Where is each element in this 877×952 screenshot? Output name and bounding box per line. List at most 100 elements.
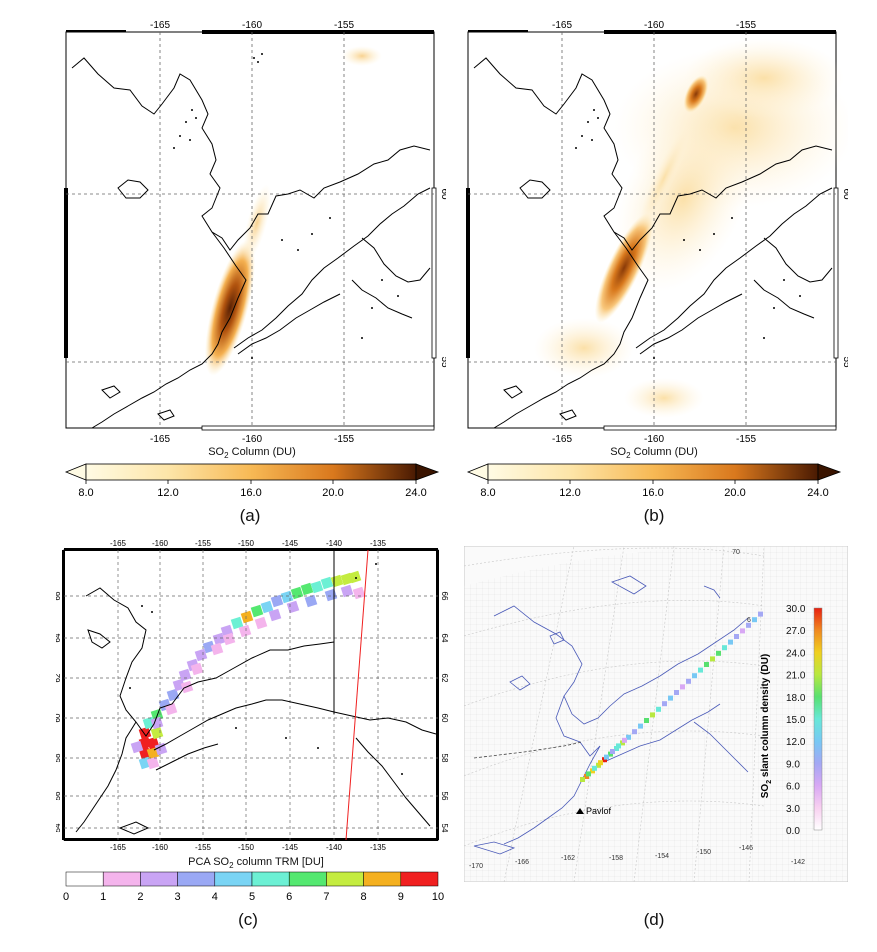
colorbar-tick: 24.0 (786, 648, 806, 659)
orbit-track-line (345, 549, 369, 841)
lon-label: -154 (655, 853, 669, 860)
colorbar-tick: 3 (175, 891, 181, 903)
colorbar-block (288, 871, 327, 887)
top-lon-label: -135 (370, 539, 387, 548)
colorbar-tick: 16.0 (240, 487, 261, 499)
colorbar-tick: 24.0 (405, 487, 426, 499)
colorbar-tick: 12.0 (559, 487, 580, 499)
colorbar-tick: 9 (398, 891, 404, 903)
colorbar-block (102, 871, 141, 887)
lat-label-left: 58 (56, 753, 62, 762)
top-lon-label: -140 (326, 539, 343, 548)
so2-pixel (190, 662, 204, 676)
colorbar-block (214, 871, 253, 887)
colorbar-tick: 1 (100, 891, 106, 903)
so2-pixel (130, 740, 144, 754)
top-lon-label: -165 (150, 20, 170, 31)
so2-pixel (758, 611, 763, 617)
so2-pixel (590, 768, 595, 774)
so2-pixels (130, 570, 366, 770)
colorbar-tick: 8.0 (78, 487, 93, 499)
top-lon-label: -155 (195, 539, 212, 548)
so2-pixel (616, 743, 621, 749)
panel-b: -165 -160 -155 -165 -160 -155 60 55 60 5… (454, 18, 854, 461)
so2-pixel (240, 610, 254, 624)
so2-pixel (722, 645, 727, 651)
panel-a: -165 -160 -155 -165 -160 -155 60 55 60 5… (52, 18, 450, 461)
colorbar-tick: 5 (249, 891, 255, 903)
so2-pixel (270, 594, 284, 608)
so2-pixel (716, 650, 721, 656)
lat-label-left: 62 (56, 673, 62, 682)
bottom-lon-label: -135 (370, 843, 387, 852)
so2-pixel (692, 673, 697, 679)
so2-pixel (178, 668, 192, 682)
so2-pixel (268, 608, 282, 622)
so2-pixel (212, 632, 226, 646)
colorbar-tick: 6.0 (786, 782, 800, 793)
lon-label: -162 (561, 855, 575, 862)
colorbar-tick: 9.0 (786, 759, 800, 770)
panel-b-map: -165 -160 -155 -165 -160 -155 60 55 60 5… (454, 20, 854, 445)
lat-label-left: 60 (62, 188, 63, 200)
bottom-lon-label: -145 (282, 843, 299, 852)
colorbar-block (363, 871, 402, 887)
lat-label-left: 60 (464, 188, 465, 200)
colorbar-title: SO2 slant column density (DU) (760, 654, 773, 798)
colorbar-tick: 0.0 (786, 826, 800, 837)
lon-label: -150 (697, 849, 711, 856)
so2-pixel (352, 586, 366, 600)
so2-plume (204, 240, 256, 376)
colorbar-block (400, 871, 439, 887)
so2-pixel (592, 765, 597, 771)
so2-pixel (146, 756, 160, 770)
bottom-lon-label: -160 (152, 843, 169, 852)
lat-label-right: 55 (439, 356, 446, 368)
bottom-lon-label: -140 (326, 843, 343, 852)
bottom-lon-label: -165 (150, 434, 170, 445)
lon-label: -170 (469, 863, 483, 870)
panel-b-colorbar: 8.0 12.0 16.0 20.0 24.0 (464, 462, 848, 502)
colorbar-title: PCA SO2 column TRM [DU] (188, 856, 324, 871)
so2-pixel (626, 734, 631, 740)
so2-pixel (194, 648, 208, 662)
colorbar-tick: 24.0 (807, 487, 828, 499)
so2-pixel (728, 639, 733, 645)
so2-pixel (602, 757, 607, 763)
so2-plume (594, 213, 654, 323)
panel-c-map: -165 -160 -155 -150 -145 -140 -135 -165 … (53, 539, 449, 852)
so2-pixel (586, 771, 591, 777)
so2-pixel (580, 777, 585, 782)
so2-pixel (680, 684, 685, 690)
panel-c-colorbar: 0 1 2 3 4 5 6 7 8 9 10 (56, 870, 448, 906)
top-lon-label: -165 (110, 539, 127, 548)
top-lon-label: -145 (282, 539, 299, 548)
bottom-lon-label: -160 (242, 434, 262, 445)
colorbar-title: SO2 Column (DU) (208, 446, 296, 461)
colorbar-tick: 8.0 (480, 487, 495, 499)
lat-label-left: 55 (62, 356, 63, 368)
lon-label: -158 (609, 855, 623, 862)
lon-label: -166 (515, 859, 529, 866)
so2-pixel (740, 628, 745, 634)
colorbar-gradient (813, 607, 823, 831)
so2-pixel (752, 617, 757, 623)
so2-pixel (698, 667, 703, 673)
colorbar-tick: 8 (361, 891, 367, 903)
lon-label: -142 (791, 859, 805, 866)
so2-pixel (614, 746, 619, 751)
so2-pixel (320, 576, 334, 590)
so2-pixel (598, 760, 603, 766)
panel-a-map: -165 -160 -155 -165 -160 -155 60 55 60 5… (52, 20, 450, 445)
colorbar-title: SO2 Column (DU) (610, 446, 698, 461)
lat-label-right: 58 (440, 754, 448, 763)
colorbar-tick: 20.0 (322, 487, 343, 499)
lat-label-left: 54 (56, 823, 62, 832)
colorbar-tick: 30.0 (786, 604, 806, 615)
so2-pixel (644, 718, 649, 723)
colorbar-tick: 6 (286, 891, 292, 903)
colorbar-tick: 15.0 (786, 715, 806, 726)
so2-pixel (674, 690, 679, 695)
lat-label-right: 60 (841, 188, 848, 200)
so2-pixel (656, 706, 661, 712)
